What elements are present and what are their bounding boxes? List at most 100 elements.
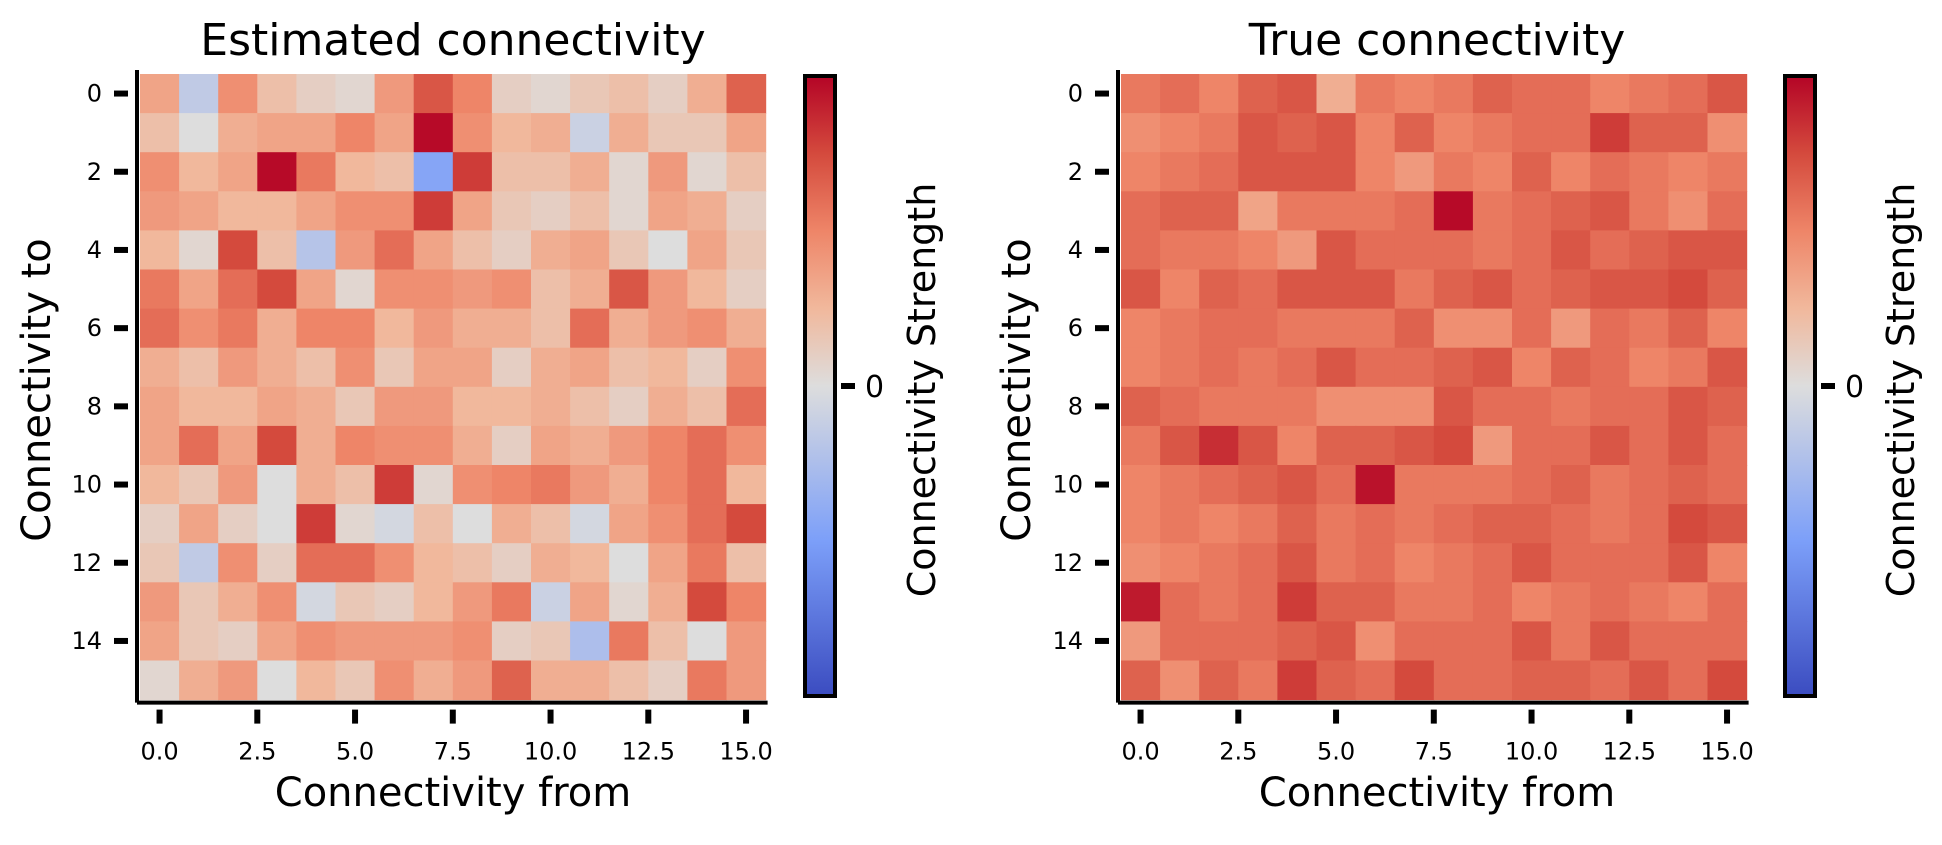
- heatmap-cell-r1-c6: [374, 113, 415, 153]
- heatmap-cell-r13-c9: [491, 582, 532, 622]
- heatmap-cell-r11-c13: [1629, 504, 1669, 544]
- heatmap-cell-r2-c5: [335, 152, 376, 192]
- heatmap-cell-r3-c15: [1707, 191, 1748, 231]
- heatmap-cell-r8-c7: [413, 386, 454, 427]
- heatmap-cell-r12-c4: [296, 543, 337, 583]
- heatmap-cell-r3-c13: [648, 191, 688, 231]
- heatmap-cell-r13-c3: [257, 582, 297, 622]
- y-tick-label: 10: [1052, 471, 1083, 499]
- heatmap-cell-r13-c8: [452, 582, 493, 622]
- heatmap-cell-r1-c2: [1199, 113, 1239, 153]
- heatmap-cell-r12-c15: [726, 543, 767, 583]
- heatmap-cell-r1-c5: [1316, 113, 1357, 153]
- heatmap-cell-r7-c6: [374, 347, 415, 388]
- heatmap-cell-r4-c7: [413, 230, 454, 271]
- heatmap-cell-r7-c14: [687, 347, 728, 388]
- panel-estimated-connectivity: Estimated connectivity Connectivity from…: [14, 15, 944, 816]
- x-tick-label: 0.0: [1121, 738, 1159, 766]
- heatmap-cell-r3-c5: [335, 191, 376, 231]
- heatmap-cell-r0-c12: [609, 74, 649, 114]
- heatmap-cell-r6-c11: [570, 308, 610, 349]
- heatmap-cell-r3-c7: [1394, 191, 1435, 231]
- heatmap-cell-r14-c0: [1121, 621, 1161, 662]
- heatmap-cell-r11-c11: [570, 504, 610, 544]
- y-tick-label: 4: [1068, 236, 1083, 264]
- heatmap-cell-r4-c15: [1707, 230, 1748, 271]
- heatmap-cell-r13-c7: [413, 582, 454, 622]
- heatmap-cell-r2-c8: [1433, 152, 1474, 192]
- heatmap-cell-r6-c1: [179, 308, 219, 349]
- heatmap-cell-r6-c7: [1394, 308, 1435, 349]
- heatmap-cell-r1-c7: [1394, 113, 1435, 153]
- heatmap-cell-r6-c9: [1472, 308, 1513, 349]
- heatmap-cell-r11-c7: [413, 504, 454, 544]
- heatmap-cell-r15-c0: [1121, 660, 1161, 701]
- heatmap-cell-r4-c11: [570, 230, 610, 271]
- colorbar-label: Connectivity Strength: [900, 183, 944, 598]
- heatmap-cell-r6-c4: [296, 308, 337, 349]
- heatmap-cell-r13-c13: [1629, 582, 1669, 622]
- heatmap-cell-r1-c2: [218, 113, 258, 153]
- heatmap-cell-r14-c6: [374, 621, 415, 662]
- heatmap-cell-r10-c0: [140, 465, 180, 505]
- heatmap-cell-r12-c11: [570, 543, 610, 583]
- heatmap-cell-r3-c0: [1121, 191, 1161, 231]
- heatmap-cell-r13-c6: [374, 582, 415, 622]
- heatmap-cell-r2-c14: [1668, 152, 1709, 192]
- heatmap-cell-r10-c8: [452, 465, 493, 505]
- heatmap-cell-r14-c12: [1590, 621, 1630, 662]
- heatmap-cell-r2-c13: [648, 152, 688, 192]
- heatmap-cell-r0-c11: [570, 74, 610, 114]
- heatmap-cell-r12-c9: [491, 543, 532, 583]
- heatmap-cell-r14-c5: [1316, 621, 1357, 662]
- heatmap-cell-r13-c0: [1121, 582, 1161, 622]
- heatmap-cell-r7-c8: [452, 347, 493, 388]
- heatmap-cell-r0-c6: [1355, 74, 1396, 114]
- heatmap-cell-r0-c12: [1590, 74, 1630, 114]
- heatmap-cell-r9-c14: [687, 425, 728, 466]
- heatmap-cell-r15-c10: [1512, 660, 1552, 701]
- heatmap-cell-r12-c1: [1160, 543, 1200, 583]
- heatmap-cell-r11-c11: [1551, 504, 1591, 544]
- heatmap-cell-r6-c0: [1121, 308, 1161, 349]
- heatmap-cell-r3-c1: [1160, 191, 1200, 231]
- heatmap-cell-r8-c9: [491, 386, 532, 427]
- heatmap-cell-r15-c0: [140, 660, 180, 701]
- x-tick-label: 5.0: [1317, 738, 1355, 766]
- heatmap-cell-r8-c6: [374, 386, 415, 427]
- heatmap-cell-r9-c10: [1512, 425, 1552, 466]
- heatmap-cell-r7-c8: [1433, 347, 1474, 388]
- heatmap-cell-r10-c2: [218, 465, 258, 505]
- heatmap-cell-r14-c9: [491, 621, 532, 662]
- heatmap-cell-r2-c1: [1160, 152, 1200, 192]
- heatmap-cell-r12-c12: [1590, 543, 1630, 583]
- heatmap-cell-r4-c6: [1355, 230, 1396, 271]
- heatmap-cell-r6-c2: [1199, 308, 1239, 349]
- heatmap-cell-r15-c14: [1668, 660, 1709, 701]
- heatmap-cell-r11-c7: [1394, 504, 1435, 544]
- heatmap-cell-r2-c7: [413, 152, 454, 192]
- heatmap-cell-r12-c4: [1277, 543, 1318, 583]
- heatmap-cell-r13-c4: [1277, 582, 1318, 622]
- heatmap-cell-r11-c14: [1668, 504, 1709, 544]
- heatmap-cell-r14-c5: [335, 621, 376, 662]
- heatmap-cell-r2-c0: [1121, 152, 1161, 192]
- heatmap-cell-r3-c8: [452, 191, 493, 231]
- heatmap-cell-r4-c14: [1668, 230, 1709, 271]
- heatmap-cell-r3-c5: [1316, 191, 1357, 231]
- heatmap-cell-r8-c6: [1355, 386, 1396, 427]
- x-tick-label: 0.0: [140, 738, 178, 766]
- heatmap-cell-r5-c5: [1316, 269, 1357, 310]
- heatmap-cell-r4-c10: [531, 230, 571, 271]
- heatmap-cell-r14-c6: [1355, 621, 1396, 662]
- heatmap-cell-r10-c10: [531, 465, 571, 505]
- heatmap-cell-r1-c3: [1238, 113, 1278, 153]
- y-tick-label: 2: [1068, 158, 1083, 186]
- heatmap-cell-r4-c2: [218, 230, 258, 271]
- heatmap-cell-r7-c13: [648, 347, 688, 388]
- heatmap-cell-r13-c0: [140, 582, 180, 622]
- heatmap-cell-r11-c0: [1121, 504, 1161, 544]
- heatmap-cell-r7-c1: [1160, 347, 1200, 388]
- heatmap-cell-r11-c0: [140, 504, 180, 544]
